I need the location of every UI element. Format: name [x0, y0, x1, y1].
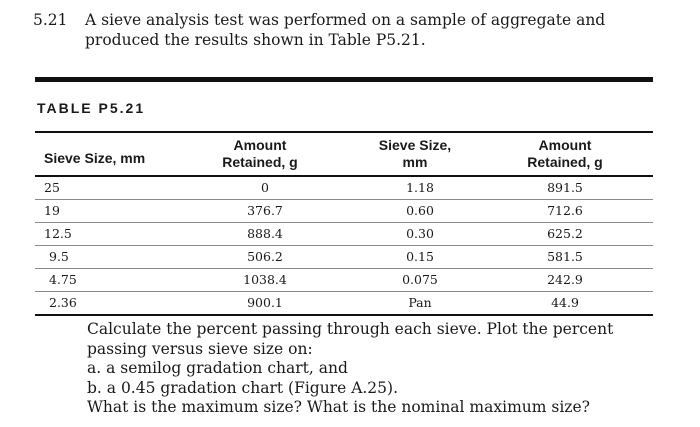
amount-retained-cell: 376.7 — [247, 203, 283, 218]
amount-retained-cell: 581.5 — [547, 249, 583, 264]
sieve-size-cell: 25 — [44, 180, 60, 195]
sieve-size-cell: 9.5 — [49, 249, 69, 264]
sieve-size-cell: 0.15 — [406, 249, 434, 264]
sieve-size-cell: 0.075 — [402, 272, 438, 287]
header-amount-retained-2: Amount Retained, g — [527, 137, 603, 170]
sieve-size-cell: 2.36 — [49, 295, 77, 310]
sieve-size-cell: 0.30 — [406, 226, 434, 241]
amount-retained-cell: 1038.4 — [243, 272, 287, 287]
sieve-size-cell: 4.75 — [49, 272, 77, 287]
header-bottom-rule — [35, 175, 653, 177]
table-row: 2.36 900.1 Pan 44.9 — [35, 292, 653, 316]
amount-retained-cell: 712.6 — [547, 203, 583, 218]
table-row: 25 0 1.18 891.5 — [35, 177, 653, 200]
instruction-question: What is the maximum size? What is the no… — [87, 398, 590, 416]
table-row: 9.5 506.2 0.15 581.5 — [35, 246, 653, 269]
instruction-text: Calculate the percent passing through ea… — [87, 320, 614, 358]
problem-statement: 5.21 A sieve analysis test was performed… — [33, 10, 673, 50]
amount-retained-cell: 242.9 — [547, 272, 583, 287]
amount-retained-cell: 891.5 — [547, 180, 583, 195]
table-row: 4.75 1038.4 0.075 242.9 — [35, 269, 653, 292]
table-row: 12.5 888.4 0.30 625.2 — [35, 223, 653, 246]
header-sieve-size-1: Sieve Size, mm — [44, 150, 146, 166]
sieve-size-cell: 0.60 — [406, 203, 434, 218]
instruction-item-b: b. a 0.45 gradation chart (Figure A.25). — [87, 378, 399, 397]
header-amount-retained-1: Amount Retained, g — [222, 137, 298, 170]
instructions: Calculate the percent passing through ea… — [87, 320, 667, 418]
table-top-rule — [35, 77, 653, 82]
amount-retained-cell: 506.2 — [247, 249, 283, 264]
amount-retained-cell: 888.4 — [247, 226, 283, 241]
problem-text: A sieve analysis test was performed on a… — [85, 11, 606, 49]
table-row: 19 376.7 0.60 712.6 — [35, 200, 653, 223]
amount-retained-cell: 44.9 — [551, 295, 579, 310]
amount-retained-cell: 0 — [261, 180, 269, 195]
amount-retained-cell: 625.2 — [547, 226, 583, 241]
header-top-rule — [35, 131, 653, 133]
header-sieve-size-2: Sieve Size, mm — [378, 137, 452, 170]
table-label: TABLE P5.21 — [37, 100, 146, 116]
problem-number: 5.21 — [33, 11, 68, 29]
amount-retained-cell: 900.1 — [247, 295, 283, 310]
sieve-size-cell: 1.18 — [406, 180, 434, 195]
sieve-size-cell: Pan — [408, 295, 432, 310]
instruction-item-a: a. a semilog gradation chart, and — [87, 359, 348, 377]
sieve-size-cell: 19 — [44, 203, 60, 218]
sieve-size-cell: 12.5 — [44, 226, 72, 241]
